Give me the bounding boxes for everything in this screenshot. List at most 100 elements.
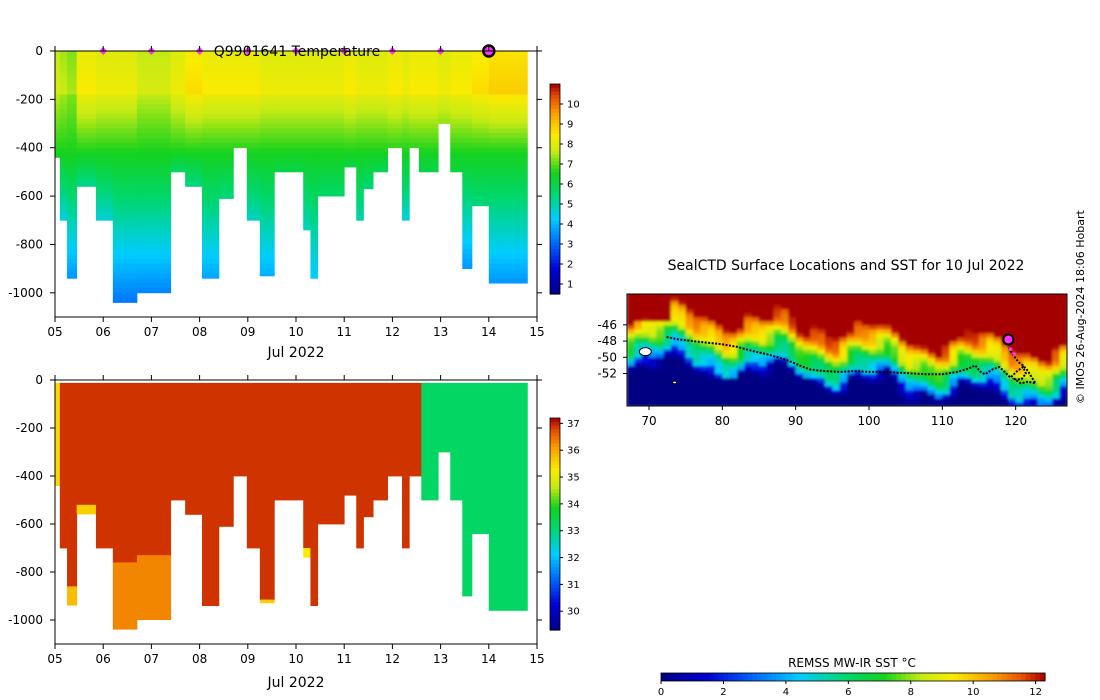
map-colorbar-segment xyxy=(934,673,940,681)
sst-cell xyxy=(1001,361,1009,367)
sst-cell xyxy=(942,312,951,318)
sst-cell xyxy=(935,397,943,403)
temperature-cell xyxy=(471,200,490,207)
temperature-x-tick-label: 12 xyxy=(385,325,400,339)
temperature-cell xyxy=(373,65,388,71)
sst-cell xyxy=(993,373,1002,379)
sst-cell xyxy=(641,401,650,406)
salinity-colorbar-segment xyxy=(550,619,560,624)
sst-cell xyxy=(685,389,694,395)
sst-cell xyxy=(634,312,643,318)
sst-cell xyxy=(964,296,973,302)
sst-cell xyxy=(795,332,804,338)
temperature-cell xyxy=(274,99,304,105)
salinity-colorbar-segment xyxy=(550,502,560,507)
temperature-cell xyxy=(373,147,388,153)
sst-cell xyxy=(1045,369,1053,375)
sst-cell xyxy=(883,389,892,395)
sst-cell xyxy=(839,381,848,387)
temperature-colorbar-label: 3 xyxy=(567,240,573,251)
salinity-colorbar-segment xyxy=(550,506,560,511)
sst-cell xyxy=(854,332,863,338)
sst-cell xyxy=(751,385,760,391)
sst-cell xyxy=(905,397,914,403)
sst-cell xyxy=(656,385,665,391)
sst-cell xyxy=(766,332,775,338)
sst-cell xyxy=(957,373,965,379)
temperature-cell xyxy=(185,138,203,144)
sst-cell xyxy=(634,304,643,310)
temperature-cell xyxy=(95,89,114,95)
temperature-cell xyxy=(95,162,114,168)
temperature-cell xyxy=(185,162,203,168)
salinity-colorbar-segment xyxy=(550,555,560,560)
sst-cell xyxy=(869,312,877,318)
salinity-colorbar-segment xyxy=(550,442,560,447)
sst-cell xyxy=(729,304,738,310)
temperature-cell xyxy=(67,191,78,197)
temperature-cell xyxy=(488,55,528,62)
temperature-cell xyxy=(246,181,261,187)
salinity-cell xyxy=(246,382,261,549)
sst-cell xyxy=(773,337,782,342)
temperature-cell xyxy=(310,215,319,221)
sst-cell xyxy=(1037,401,1046,406)
temperature-cell xyxy=(274,60,304,66)
sst-cell xyxy=(773,397,782,403)
temperature-cell xyxy=(373,99,388,105)
sst-cell xyxy=(876,373,885,379)
sst-cell xyxy=(1045,353,1053,358)
salinity-cell xyxy=(76,382,97,506)
temperature-colorbar-segment xyxy=(550,224,560,229)
sst-cell xyxy=(1030,294,1039,298)
temperature-cell xyxy=(202,138,220,144)
sst-cell xyxy=(751,296,760,302)
credit-text: © IMOS 26-Aug-2024 18:06 Hobart xyxy=(1074,210,1087,404)
sst-cell xyxy=(927,393,936,399)
sst-cell xyxy=(722,401,731,406)
temperature-cell xyxy=(462,225,473,231)
temperature-cell xyxy=(170,138,186,144)
temperature-cell xyxy=(136,258,172,265)
temperature-cell xyxy=(259,268,275,274)
sst-cell xyxy=(781,332,789,338)
salinity-colorbar-label: 36 xyxy=(567,446,580,457)
sst-cell xyxy=(707,296,716,302)
temperature-cell xyxy=(310,113,319,120)
temperature-cell xyxy=(462,109,473,115)
sst-cell xyxy=(957,320,965,326)
sst-cell xyxy=(898,393,907,399)
temperature-cell xyxy=(246,138,261,144)
sst-cell xyxy=(627,385,635,391)
sst-cell xyxy=(1045,320,1053,326)
temperature-cell xyxy=(112,142,138,149)
sst-cell xyxy=(634,300,643,306)
sst-cell xyxy=(715,353,723,358)
temperature-cell xyxy=(218,196,234,199)
sst-cell xyxy=(1059,328,1067,334)
sst-cell xyxy=(678,365,687,371)
sst-cell xyxy=(986,401,995,406)
sst-cell xyxy=(737,328,745,334)
sst-cell xyxy=(759,341,767,346)
sst-cell xyxy=(656,312,665,318)
sst-cell xyxy=(817,316,826,322)
sst-cell xyxy=(1023,381,1031,387)
sst-cell xyxy=(957,328,965,334)
sst-cell xyxy=(700,397,709,403)
sst-cell xyxy=(1001,381,1009,387)
sst-cell xyxy=(773,381,782,387)
temperature-cell xyxy=(344,99,357,105)
temperature-cell xyxy=(59,113,68,120)
sst-cell xyxy=(685,345,694,350)
sst-cell xyxy=(656,401,665,406)
sst-cell xyxy=(883,401,892,406)
temperature-cell xyxy=(387,109,403,115)
sst-cell xyxy=(729,357,738,362)
sst-cell xyxy=(993,300,1002,306)
sst-cell xyxy=(986,365,995,371)
temperature-cell xyxy=(112,80,138,86)
sst-cell xyxy=(788,377,797,383)
temperature-cell xyxy=(112,89,138,95)
sst-cell xyxy=(627,353,635,358)
